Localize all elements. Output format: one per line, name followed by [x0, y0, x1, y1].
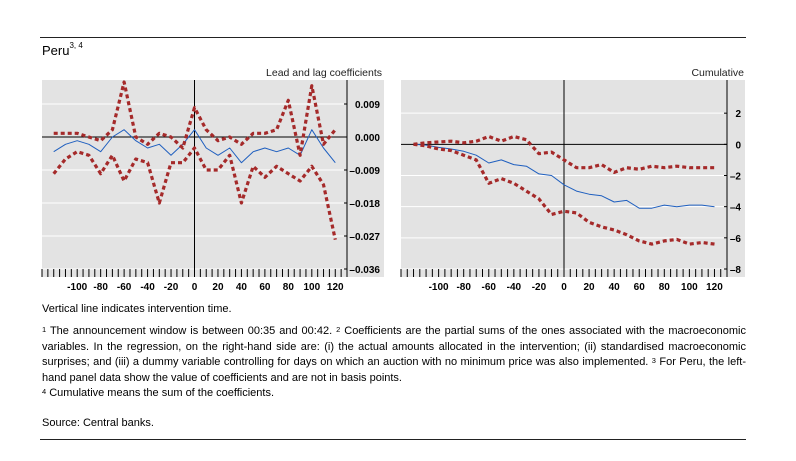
right-x-tick-label: -100	[429, 282, 449, 293]
left-x-tick-label: -80	[93, 282, 108, 293]
right-x-tick-label: -80	[456, 282, 471, 293]
left-x-tick-label: 80	[283, 282, 295, 293]
left-chart-title: Lead and lag coefficients	[266, 67, 382, 79]
left-y-tick-label: 0.009	[355, 100, 380, 111]
left-x-tick-label: -100	[67, 282, 87, 293]
right-y-tick-label: –6	[730, 234, 742, 245]
right-x-tick-label: 120	[706, 282, 723, 293]
footnote-2-ref: 2	[336, 325, 341, 334]
country-name: Peru	[42, 43, 70, 58]
left-panel: Lead and lag coefficients 0.009 0.000 –0.00…	[41, 67, 384, 293]
right-y-tick-label: 2	[735, 109, 741, 120]
left-x-tick-label: 120	[327, 282, 344, 293]
left-series-coefficient	[53, 129, 336, 164]
bottom-rule	[40, 439, 746, 440]
left-y-tick-label: –0.009	[349, 166, 380, 177]
right-chart-title: Cumulative	[691, 67, 744, 79]
right-series-coefficient	[413, 143, 715, 209]
right-x-tick-label: 80	[659, 282, 671, 293]
source-note: Source: Central banks.	[42, 417, 154, 429]
left-series-upper-band	[53, 80, 337, 157]
vertical-line-note: Vertical line indicates intervention tim…	[42, 303, 232, 315]
right-plot-background	[401, 80, 745, 277]
left-y-tick-label: –0.018	[349, 199, 380, 210]
left-x-tick-label: 20	[212, 282, 224, 293]
right-x-tick-label: -20	[532, 282, 547, 293]
footnote-1-ref: 1	[42, 325, 47, 334]
footnote-3-ref: 3	[651, 356, 656, 365]
footnotes: 1 The announcement window is between 00:…	[42, 324, 746, 402]
left-x-tick-label: 100	[303, 282, 320, 293]
left-x-tick-label: -20	[164, 282, 179, 293]
right-x-tick-label: 40	[609, 282, 621, 293]
left-x-tick-label: -60	[117, 282, 132, 293]
right-series-lower-band	[413, 142, 715, 246]
left-series-lower-band	[52, 146, 337, 241]
left-y-tick-label: –0.036	[349, 265, 380, 276]
left-x-tick-label: 60	[259, 282, 271, 293]
footnote-4-ref: 4	[42, 387, 47, 396]
left-y-tick-label: –0.027	[349, 232, 380, 243]
left-plot-background	[42, 80, 384, 277]
footnote-1: The announcement window is between 00:35…	[46, 325, 337, 337]
right-x-tick-label: 60	[634, 282, 646, 293]
top-rule	[40, 37, 746, 38]
right-y-tick-label: –8	[730, 265, 742, 276]
country-footnote-ref: 3, 4	[69, 41, 83, 50]
panel-country-title: Peru3, 4	[42, 41, 83, 58]
footnote-3: For Peru, the left-hand panel data show …	[42, 356, 746, 384]
left-x-tick-label: 0	[192, 282, 198, 293]
right-x-tick-label: -40	[507, 282, 522, 293]
footnote-4: Cumulative means the sum of the coeffici…	[46, 387, 275, 399]
left-x-tick-label: -40	[140, 282, 155, 293]
right-series-upper-band	[413, 134, 715, 174]
right-x-tick-label: 100	[681, 282, 698, 293]
left-y-tick-label: 0.000	[355, 133, 380, 144]
right-y-tick-label: 0	[735, 140, 741, 151]
left-x-tick-label: 40	[236, 282, 248, 293]
right-x-tick-label: 20	[584, 282, 596, 293]
right-x-tick-label: 0	[561, 282, 567, 293]
footnote-2: Coefficients are the partial sums of the…	[42, 325, 746, 368]
right-y-tick-label: –4	[730, 203, 742, 214]
right-y-tick-label: –2	[730, 172, 742, 183]
right-x-tick-label: -60	[482, 282, 497, 293]
